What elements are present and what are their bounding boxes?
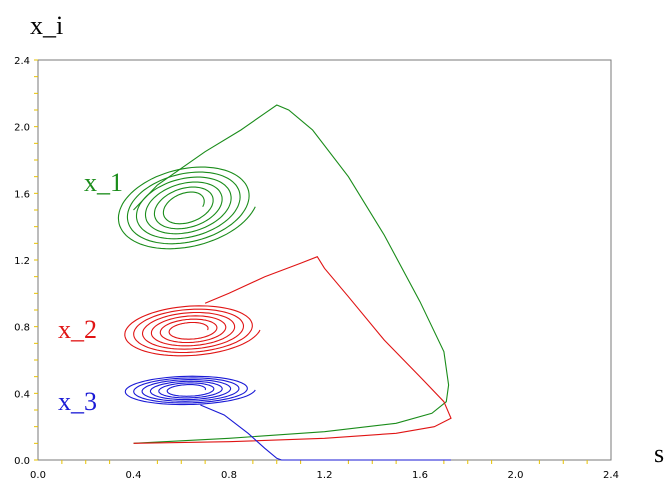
plot-frame [37,59,612,461]
y-tick-label: 2.4 [14,56,30,67]
series-orbit-3 [124,375,256,406]
axis-ticks: 0.0 0.4 0.8 1.2 1.6 2.0 2.4 0.0 0.4 0.8 1.2 1.6 2.0 2… [14,56,619,481]
x-tick-label: 2.4 [603,470,619,481]
series-label-x2: x_2 [58,315,97,344]
x-tick-label: 1.6 [412,470,428,481]
series-line-1 [133,104,450,444]
series-line-3 [200,404,451,461]
series-orbit-1 [117,166,256,250]
y-tick-label: 0.8 [14,323,30,334]
x-tick-label: 2.0 [508,470,524,481]
x-tick-label: 0.0 [30,470,46,481]
y-tick-label: 1.2 [14,256,30,267]
x-tick-label: 1.2 [317,470,333,481]
y-tick-label: 0.4 [14,389,30,400]
y-tick-label: 0.0 [14,456,30,467]
y-tick-label: 2.0 [14,123,30,134]
x-tick-label: 0.8 [221,470,237,481]
series-label-x1: x_1 [84,168,123,197]
series-label-x3: x_3 [58,387,97,416]
y-tick-label: 1.6 [14,189,30,200]
series-orbit-2 [124,305,261,357]
x-tick-label: 0.4 [126,470,142,481]
x-axis-title: s [654,439,664,468]
series-layer [117,104,452,461]
series-line-2 [133,256,452,444]
y-axis-title: x_i [30,11,63,40]
